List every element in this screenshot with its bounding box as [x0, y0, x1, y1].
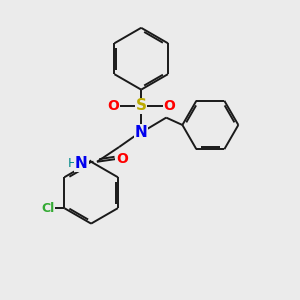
Text: O: O: [116, 152, 128, 166]
Text: N: N: [75, 156, 88, 171]
Text: N: N: [135, 125, 148, 140]
Text: Cl: Cl: [41, 202, 55, 215]
Text: H: H: [67, 157, 77, 170]
Text: S: S: [136, 98, 147, 113]
Text: O: O: [107, 99, 119, 113]
Text: O: O: [163, 99, 175, 113]
